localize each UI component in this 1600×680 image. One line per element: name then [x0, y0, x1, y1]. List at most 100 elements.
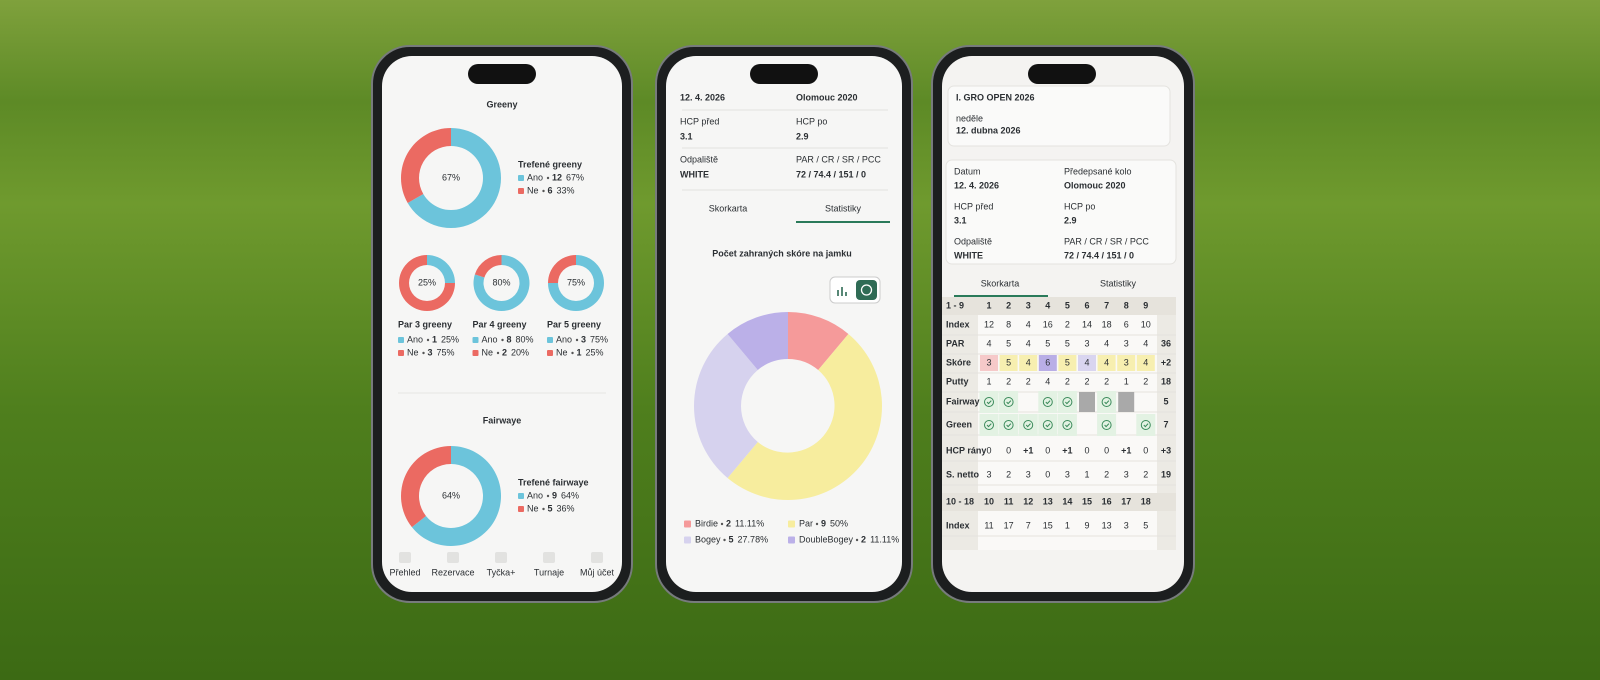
- nav-item[interactable]: Turnaje: [534, 567, 564, 577]
- legend-percent: 36%: [557, 503, 575, 513]
- legend-percent: 11.11%: [870, 534, 899, 544]
- cell-value: 0: [1006, 445, 1011, 455]
- row-label: Putty: [946, 376, 969, 386]
- legend-count: 2: [502, 347, 507, 357]
- legend-percent: 20%: [511, 347, 529, 357]
- hole-number: 15: [1082, 496, 1092, 506]
- legend-count: 8: [507, 334, 512, 344]
- tab[interactable]: Skorkarta: [709, 203, 748, 213]
- hole-number: 14: [1062, 496, 1072, 506]
- hit-cell: [1057, 414, 1077, 436]
- row-label: Green: [946, 419, 972, 429]
- cell-value: 0: [986, 445, 991, 455]
- cell-value: 6: [1045, 357, 1050, 367]
- row-total: 7: [1163, 419, 1168, 429]
- cell-value: 2: [1104, 376, 1109, 386]
- donut-segment: [407, 128, 502, 229]
- section-title: Fairwaye: [483, 415, 522, 425]
- cell-value: 9: [1084, 520, 1089, 530]
- row-total: 36: [1161, 338, 1171, 348]
- legend-title: Trefené greeny: [518, 159, 582, 169]
- row-label: Index: [946, 520, 970, 530]
- row-label: HCP rány: [946, 445, 986, 455]
- hole-number: 10: [984, 496, 994, 506]
- legend-percent: 50%: [830, 518, 848, 528]
- legend-swatch: [788, 536, 795, 544]
- check-tick: [1045, 423, 1051, 428]
- nav-item[interactable]: Přehled: [389, 567, 420, 577]
- check-tick: [986, 400, 992, 405]
- cell-value: 2: [1026, 376, 1031, 386]
- hole-number: 8: [1124, 300, 1129, 310]
- hit-cell: [1038, 391, 1058, 413]
- hole-number: 6: [1084, 300, 1089, 310]
- hit-check: [1038, 414, 1058, 436]
- score-cell: [999, 355, 1018, 371]
- pie-toggle[interactable]: [856, 280, 877, 300]
- cell-value: 5: [1143, 520, 1148, 530]
- not-applicable-cell: [1079, 392, 1095, 412]
- row-label: 10 - 18: [946, 496, 974, 506]
- legend-label: Ne: [407, 347, 419, 357]
- legend-label: Par: [799, 518, 813, 528]
- header-row: [942, 297, 1176, 315]
- legend-dot: [546, 494, 550, 498]
- legend-swatch: [684, 536, 691, 544]
- notch: [468, 64, 536, 84]
- legend-title: Par 3 greeny: [398, 319, 452, 329]
- check-circle: [984, 420, 994, 430]
- donut-segment: [727, 333, 883, 501]
- cell-value: 3: [1124, 357, 1129, 367]
- hit-cell: [979, 414, 999, 436]
- score-cell: [1136, 355, 1155, 371]
- hole-number: 18: [1141, 496, 1151, 506]
- cell-value: 1: [1084, 469, 1089, 479]
- hit-cell: [1018, 414, 1038, 436]
- row-label: 1 - 9: [946, 300, 964, 310]
- field-label: PAR / CR / SR / PCC: [1064, 236, 1149, 246]
- cell-value: 4: [1143, 338, 1148, 348]
- cell-value: 0: [1143, 445, 1148, 455]
- not-applicable-cell: [1118, 392, 1135, 412]
- legend-percent: 67%: [566, 172, 584, 182]
- field-value: WHITE: [954, 250, 983, 260]
- cell-value: 11: [984, 520, 993, 530]
- nav-item[interactable]: Rezervace: [431, 567, 474, 577]
- legend-dot: [496, 351, 500, 355]
- legend-dot: [571, 351, 574, 355]
- field-label: PAR / CR / SR / PCC: [796, 154, 881, 164]
- tab[interactable]: Statistiky: [1100, 278, 1137, 288]
- check-tick: [1025, 423, 1031, 428]
- hole-number: 17: [1121, 496, 1131, 506]
- hit-check: [1136, 414, 1156, 436]
- row-total: 5: [1163, 396, 1168, 406]
- row-label: Index: [946, 319, 970, 329]
- cell-value: 4: [1026, 357, 1031, 367]
- legend-dot: [501, 338, 504, 342]
- legend-count: 1: [432, 334, 437, 344]
- nav-item[interactable]: Můj účet: [580, 567, 615, 577]
- hit-check: [1038, 391, 1058, 413]
- donut-segment: [401, 128, 451, 203]
- legend-label: Ano: [527, 490, 543, 500]
- legend-swatch: [518, 175, 524, 181]
- row-label: Fairway: [946, 396, 980, 406]
- donut-segment: [548, 255, 576, 283]
- legend-count: 3: [581, 334, 586, 344]
- cell-value: 3: [1026, 469, 1031, 479]
- legend-swatch: [518, 188, 524, 194]
- legend-count: 5: [548, 503, 553, 513]
- check-tick: [1006, 423, 1012, 428]
- tab[interactable]: Statistiky: [825, 203, 862, 213]
- legend-count: 1: [577, 347, 582, 357]
- cell-value: 3: [1124, 469, 1129, 479]
- legend-label: Ne: [556, 347, 568, 357]
- pie-icon: [860, 284, 873, 296]
- hole-number: 12: [1023, 496, 1033, 506]
- hole-number: 2: [1006, 300, 1011, 310]
- tab[interactable]: Skorkarta: [981, 278, 1020, 288]
- nav-item[interactable]: Tyčka+: [487, 567, 516, 577]
- check-circle: [1062, 420, 1073, 430]
- cell-value: 1: [1065, 520, 1070, 530]
- legend-percent: 75%: [437, 347, 455, 357]
